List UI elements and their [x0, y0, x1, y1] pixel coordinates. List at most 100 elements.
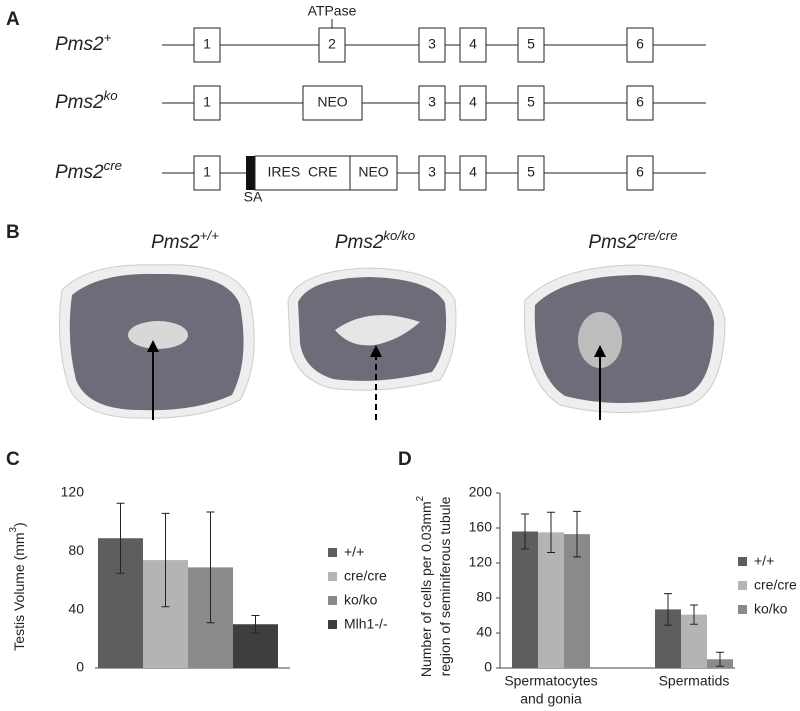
- label-text: Number of cells per 0.03mm: [418, 501, 434, 677]
- exon-label: IRES CRE: [267, 164, 337, 180]
- legend-label: ko/ko: [344, 592, 378, 608]
- exon-label: 1: [203, 164, 211, 180]
- x-tick-label: and gonia: [520, 691, 582, 707]
- legend-swatch: [328, 620, 337, 629]
- splice-acceptor: [246, 156, 255, 190]
- label: Pms2cre: [55, 158, 122, 184]
- error-bar: [573, 510, 581, 558]
- exon-box: [459, 85, 487, 121]
- legend-swatch: [328, 548, 337, 557]
- exon-label: NEO: [358, 164, 388, 180]
- legend-label: +/+: [754, 553, 774, 569]
- label: Pms2+: [55, 30, 112, 56]
- legend-label: ko/ko: [754, 601, 788, 617]
- x-tick-label: Spermatids: [659, 673, 730, 689]
- panel-letter: A: [6, 9, 20, 30]
- exon-box: [517, 85, 545, 121]
- exon-label: 2: [328, 36, 336, 52]
- error-bar: [547, 511, 555, 553]
- legend-label: Mlh1-/-: [344, 616, 388, 632]
- exon-label: 4: [469, 164, 477, 180]
- exon-box: [302, 85, 363, 121]
- error-bar: [161, 512, 170, 608]
- legend-swatch: [738, 557, 747, 566]
- legend-label: +/+: [344, 544, 364, 560]
- label-superscript: +: [104, 30, 112, 45]
- panel-letter: B: [6, 222, 20, 243]
- error-bar: [251, 615, 260, 634]
- legend-label: cre/cre: [344, 568, 387, 584]
- label: Pms2+/+: [151, 228, 219, 254]
- x-tick-label: Spermatocytes: [504, 673, 597, 689]
- label-superscript: 3: [8, 526, 19, 532]
- label: Testis Volume (mm3): [8, 522, 27, 650]
- exon-label: 1: [203, 36, 211, 52]
- legend-swatch: [328, 596, 337, 605]
- exon-box: [418, 27, 446, 63]
- sa-label: SA: [244, 189, 263, 205]
- label-superscript: cre: [104, 158, 122, 173]
- exon-label: 5: [527, 36, 535, 52]
- legend-swatch: [328, 572, 337, 581]
- exon-box: [517, 155, 545, 191]
- error-bar: [206, 511, 215, 624]
- label-text: ): [11, 522, 27, 527]
- exon-box: [626, 27, 654, 63]
- legend-label: cre/cre: [754, 577, 797, 593]
- label-text: Testis Volume (mm: [11, 532, 27, 650]
- exon-label: 5: [527, 164, 535, 180]
- label-text: Pms2: [55, 34, 104, 55]
- exon-box: [193, 155, 221, 191]
- label-superscript: +/+: [200, 228, 219, 243]
- label-text: Pms2: [588, 232, 637, 253]
- label-superscript: 2: [415, 496, 426, 501]
- error-bar: [664, 593, 672, 626]
- y-tick-label: 80: [68, 542, 84, 558]
- label: Pms2ko: [55, 88, 118, 114]
- y-tick-label: 80: [476, 589, 492, 605]
- histology-images: [59, 264, 726, 420]
- exon-label: 6: [636, 36, 644, 52]
- exon-box: [318, 27, 346, 63]
- label: region of seminiferous tubule: [437, 496, 453, 676]
- exon-label: 5: [527, 94, 535, 110]
- error-bar: [716, 651, 724, 667]
- exon-box: [459, 27, 487, 63]
- bar: [538, 532, 564, 668]
- exon-box: [418, 155, 446, 191]
- label: Number of cells per 0.03mm2: [415, 496, 434, 677]
- label-superscript: ko/ko: [383, 228, 415, 243]
- y-tick-label: 0: [76, 659, 84, 675]
- y-tick-label: 40: [476, 624, 492, 640]
- exon-box: [459, 155, 487, 191]
- exon-box: [193, 85, 221, 121]
- label: Pms2cre/cre: [588, 228, 677, 254]
- error-bar: [521, 513, 529, 550]
- exon-box: [193, 27, 221, 63]
- label-text: Pms2: [151, 232, 200, 253]
- label-superscript: cre/cre: [637, 228, 678, 243]
- exon-box: [517, 27, 545, 63]
- y-tick-label: 0: [484, 659, 492, 675]
- exon-box: [418, 85, 446, 121]
- exon-box: [626, 155, 654, 191]
- y-tick-label: 120: [61, 484, 85, 500]
- exon-label: 3: [428, 94, 436, 110]
- exon-label: 3: [428, 164, 436, 180]
- y-tick-label: 40: [68, 600, 84, 616]
- legend-swatch: [738, 605, 747, 614]
- exon-box: [349, 155, 398, 191]
- panel-letter: D: [398, 449, 412, 470]
- legend-swatch: [738, 581, 747, 590]
- exon-label: 4: [469, 36, 477, 52]
- exon-box: [626, 85, 654, 121]
- y-tick-label: 120: [469, 554, 493, 570]
- label: Pms2ko/ko: [335, 228, 415, 254]
- label-text: region of seminiferous tubule: [437, 496, 453, 676]
- label-text: Pms2: [335, 232, 384, 253]
- y-tick-label: 200: [469, 484, 493, 500]
- error-bar: [690, 604, 698, 625]
- y-tick-label: 160: [469, 519, 493, 535]
- exon-label: 1: [203, 94, 211, 110]
